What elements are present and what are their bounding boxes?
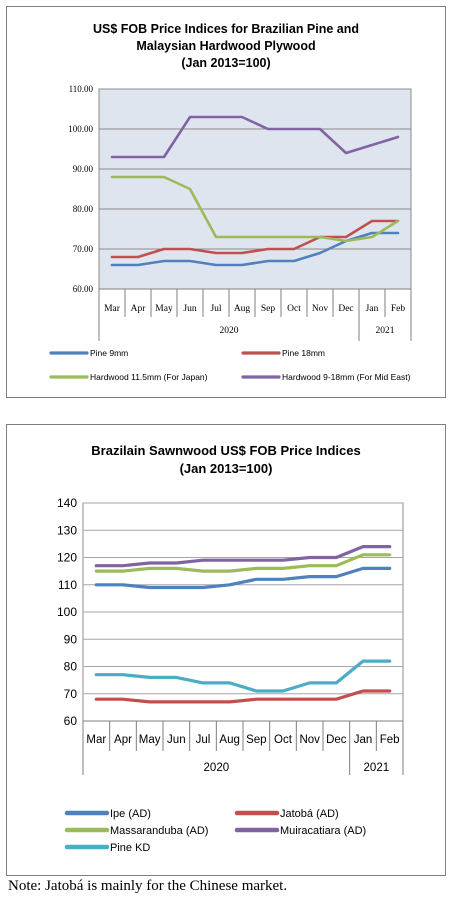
x-tick-label: Mar bbox=[86, 734, 106, 746]
legend-label: Muiracatiara (AD) bbox=[280, 825, 366, 837]
footnote: Note: Jatobá is mainly for the Chinese m… bbox=[8, 878, 288, 894]
series-line-1 bbox=[94, 566, 392, 590]
y-tick-label: 120 bbox=[57, 551, 77, 565]
y-tick-label: 90 bbox=[64, 632, 78, 646]
series-line-2 bbox=[110, 219, 400, 259]
y-tick-label: 100 bbox=[57, 605, 77, 619]
x-tick-label: Dec bbox=[326, 734, 347, 746]
x-tick-label: Apr bbox=[114, 734, 132, 746]
plot-area bbox=[98, 88, 412, 290]
y-tick-label: 100.00 bbox=[68, 124, 93, 134]
x-tick-label: Nov bbox=[299, 734, 320, 746]
x-tick-label: Jun bbox=[183, 304, 196, 314]
series-line-4 bbox=[110, 115, 400, 159]
year-label-2020: 2020 bbox=[204, 762, 230, 774]
y-tick-label: 140 bbox=[57, 496, 77, 510]
y-tick-label: 80.00 bbox=[73, 204, 94, 214]
y-tick-label: 70.00 bbox=[73, 244, 94, 254]
legend-label: Jatobá (AD) bbox=[280, 808, 339, 820]
x-tick-label: Jul bbox=[196, 734, 211, 746]
x-tick-label: Jan bbox=[354, 734, 373, 746]
chart-title-line: (Jan 2013=100) bbox=[181, 56, 270, 70]
chart-title-line: (Jan 2013=100) bbox=[180, 461, 273, 476]
plywood-chart-svg: US$ FOB Price Indices for Brazilian Pine… bbox=[49, 22, 412, 382]
legend-label: Hardwood 9-18mm (For Mid East) bbox=[282, 372, 411, 382]
x-tick-label: Apr bbox=[131, 304, 147, 314]
y-tick-label: 90.00 bbox=[73, 164, 94, 174]
legend-label: Pine 18mm bbox=[282, 348, 325, 358]
x-tick-label: Nov bbox=[312, 304, 329, 314]
x-tick-label: Aug bbox=[234, 304, 251, 314]
year-label-2021: 2021 bbox=[364, 762, 390, 774]
y-tick-label: 70 bbox=[64, 687, 78, 701]
series-line-5 bbox=[94, 659, 392, 693]
y-tick-label: 110 bbox=[58, 578, 77, 592]
year-label-2020: 2020 bbox=[220, 326, 239, 336]
x-tick-label: Oct bbox=[274, 734, 293, 746]
chart-title-line: US$ FOB Price Indices for Brazilian Pine… bbox=[93, 22, 359, 36]
y-tick-label: 80 bbox=[64, 660, 78, 674]
legend-label: Ipe (AD) bbox=[110, 808, 151, 820]
legend-label: Pine 9mm bbox=[90, 348, 128, 358]
legend-label: Massaranduba (AD) bbox=[110, 825, 208, 837]
x-tick-label: May bbox=[155, 304, 173, 314]
y-tick-label: 110.00 bbox=[69, 84, 94, 94]
legend-label: Pine KD bbox=[110, 842, 150, 854]
series-line-4 bbox=[94, 544, 392, 568]
x-tick-label: Jul bbox=[210, 304, 221, 314]
sawnwood-chart-svg: Brazilain Sawnwood US$ FOB Price Indices… bbox=[57, 443, 404, 854]
chart-title-line: Brazilain Sawnwood US$ FOB Price Indices bbox=[91, 443, 360, 458]
x-tick-label: Oct bbox=[287, 304, 301, 314]
y-tick-label: 60 bbox=[64, 714, 78, 728]
series-line-2 bbox=[94, 689, 392, 704]
x-tick-label: Aug bbox=[219, 734, 239, 746]
legend-label: Hardwood 11.5mm (For Japan) bbox=[90, 372, 208, 382]
x-tick-label: Mar bbox=[104, 304, 121, 314]
x-tick-label: Sep bbox=[246, 734, 266, 746]
chart-title-line: Malaysian Hardwood Plywood bbox=[136, 39, 315, 53]
plywood-price-chart: US$ FOB Price Indices for Brazilian Pine… bbox=[6, 6, 446, 398]
y-tick-label: 130 bbox=[57, 523, 77, 537]
x-tick-label: May bbox=[139, 734, 161, 746]
x-tick-label: Dec bbox=[338, 304, 353, 314]
sawnwood-price-chart: Brazilain Sawnwood US$ FOB Price Indices… bbox=[6, 424, 446, 876]
x-tick-label: Feb bbox=[380, 734, 400, 746]
x-tick-label: Jan bbox=[366, 304, 379, 314]
x-tick-label: Jun bbox=[167, 734, 186, 746]
series-line-3 bbox=[110, 175, 400, 243]
series-line-3 bbox=[94, 553, 392, 573]
year-label-2021: 2021 bbox=[376, 326, 395, 336]
x-tick-label: Sep bbox=[261, 304, 276, 314]
y-tick-label: 60.00 bbox=[73, 284, 94, 294]
x-tick-label: Feb bbox=[391, 304, 406, 314]
